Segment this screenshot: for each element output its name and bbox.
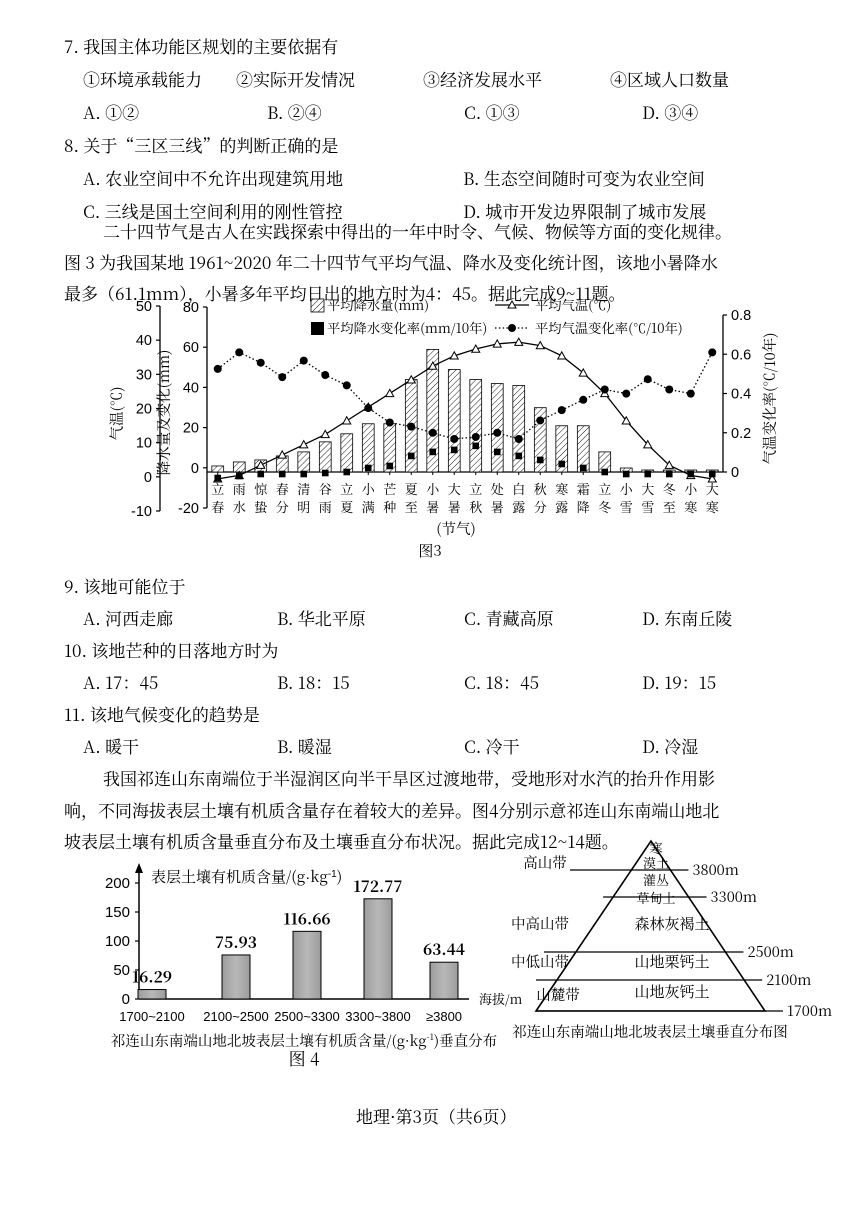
svg-text:中低山带: 中低山带 [511, 951, 569, 972]
svg-text:山地灰钙土: 山地灰钙土 [634, 981, 709, 1002]
svg-text:中高山带: 中高山带 [511, 913, 569, 934]
svg-text:2100m: 2100m [766, 969, 811, 990]
svg-text:森林灰褐土: 森林灰褐土 [634, 913, 709, 934]
svg-text:祁连山东南端山地北坡表层土壤垂直分布图: 祁连山东南端山地北坡表层土壤垂直分布图 [512, 1021, 788, 1042]
svg-text:3300m: 3300m [711, 886, 757, 907]
svg-text:山地栗钙土: 山地栗钙土 [634, 951, 709, 972]
svg-text:高山带: 高山带 [523, 852, 567, 873]
svg-text:灌丛: 灌丛 [643, 870, 669, 889]
svg-text:山麓带: 山麓带 [536, 984, 580, 1005]
svg-text:1700m: 1700m [787, 1000, 832, 1021]
svg-text:草甸土: 草甸土 [636, 888, 675, 907]
svg-text:2500m: 2500m [747, 941, 793, 962]
svg-text:3800m: 3800m [692, 859, 738, 880]
